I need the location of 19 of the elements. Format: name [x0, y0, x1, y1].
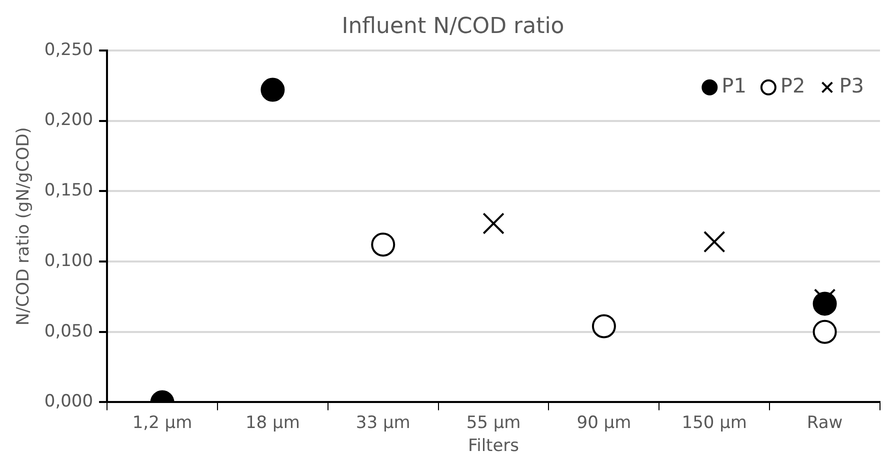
x-tick-label: 55 µm — [466, 412, 521, 433]
legend-label: P3 — [839, 74, 864, 98]
x-tick-label: 150 µm — [682, 412, 747, 433]
x-tick-label: 90 µm — [576, 412, 632, 433]
x-tick-label: 1,2 µm — [132, 412, 192, 433]
legend-label: P2 — [780, 74, 806, 98]
y-tick-label: 0,150 — [44, 180, 94, 201]
y-tick-label: 0,050 — [44, 321, 94, 342]
x-tick-label: 18 µm — [245, 412, 300, 433]
x-tick-label: 33 µm — [356, 412, 410, 433]
chart-title: Influent N/COD ratio — [342, 14, 564, 39]
y-axis-title: N/COD ratio (gN/gCOD) — [14, 127, 34, 326]
x-axis-title: Filters — [468, 436, 520, 456]
y-tick-label: 0,200 — [44, 110, 94, 130]
x-tick-label: Raw — [806, 412, 843, 433]
legend-label: P1 — [722, 74, 746, 98]
y-tick-label: 0,250 — [44, 40, 94, 60]
y-tick-label: 0,100 — [44, 250, 94, 271]
y-tick-label: 0,000 — [44, 392, 94, 412]
